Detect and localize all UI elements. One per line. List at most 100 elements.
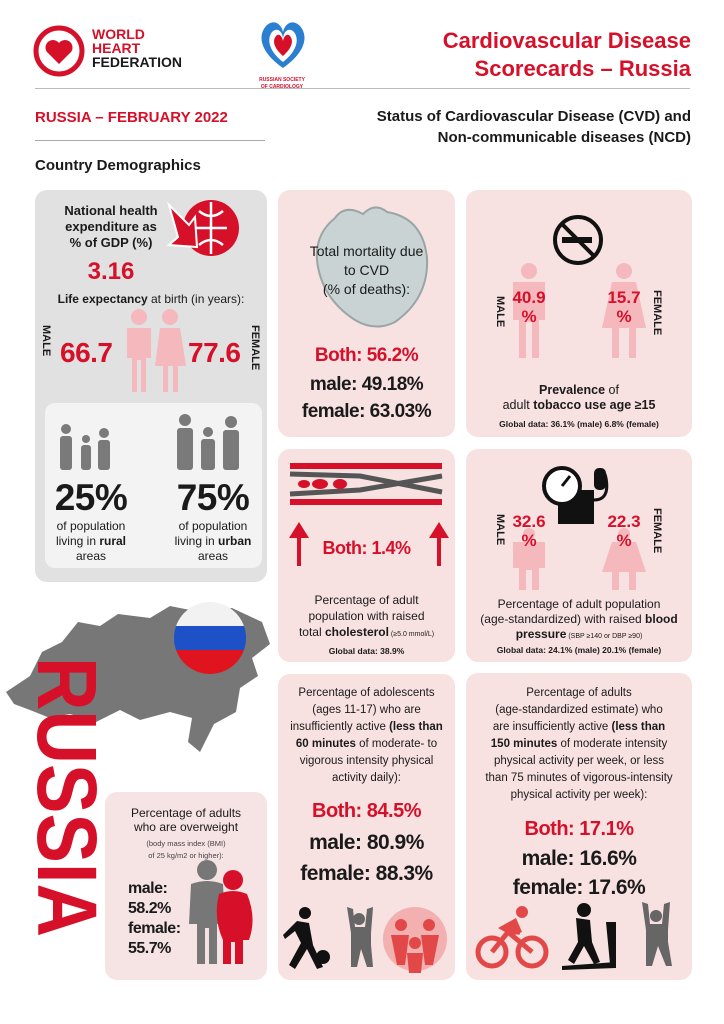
people — [177, 414, 239, 470]
label-line: Percentage of adults — [526, 687, 632, 699]
adult-label: Percentage of adults (age-standardized e… — [466, 685, 692, 804]
label-line: 60 minutes of moderate- to — [278, 736, 455, 753]
logo-heart — [45, 40, 73, 64]
label-line: 150 minutes of moderate intensity — [466, 736, 692, 753]
male-life-expectancy: 66.7 — [60, 337, 113, 368]
people — [60, 424, 110, 470]
heart — [315, 206, 429, 328]
adult-icons — [475, 902, 672, 970]
status-heading: Status of Cardiovascular Disease (CVD) a… — [377, 106, 691, 148]
female-figure — [602, 263, 646, 358]
society-line: RUSSIAN SOCIETY — [259, 77, 305, 83]
adolescent-icons — [283, 907, 447, 973]
tobacco-global: Global data: 36.1% (male) 6.8% (female) — [499, 419, 659, 429]
label-text: (age-standardized) with raised — [480, 612, 646, 626]
label-bold: Life expectancy — [57, 292, 148, 306]
tobacco-female: 15.7% — [598, 288, 650, 326]
basketball-player — [283, 907, 330, 969]
unit: % — [616, 531, 632, 550]
group-figure — [383, 907, 447, 973]
urban-value: 75% — [176, 477, 250, 518]
logo-ring — [33, 25, 85, 77]
heart-icon — [315, 206, 429, 328]
label-line: Total mortality due — [309, 243, 424, 259]
male-label: MALE — [494, 514, 506, 546]
label-text: insufficiently active — [290, 721, 390, 733]
label-line: physical activity per week): — [510, 789, 648, 801]
note-line: (body mass index (BMI) — [146, 839, 226, 848]
rural-people-icon — [60, 424, 110, 470]
life-expectancy-label: Life expectancy at birth (in years): — [35, 292, 267, 306]
label-text: of — [605, 383, 619, 397]
artery-icon — [289, 463, 443, 505]
female-label: FEMALE — [651, 290, 663, 336]
ring — [553, 215, 603, 265]
label-line: (ages 11-17) who are — [312, 704, 421, 716]
adolescent-female: female: 88.3% — [300, 862, 433, 885]
text-part: living in — [55, 534, 100, 548]
down-arrow — [166, 201, 199, 249]
flag-icon — [174, 602, 246, 674]
no-smoking-icon — [553, 215, 603, 265]
label-line: total cholesterol (≥5.0 mmol/L) — [278, 624, 455, 643]
flag — [174, 602, 246, 674]
expenditure-value: 3.16 — [87, 258, 135, 285]
plaque — [289, 471, 443, 497]
cholesterol-label: Percentage of adult population with rais… — [278, 592, 455, 643]
expenditure-icon — [166, 200, 239, 256]
needle — [560, 475, 572, 487]
male-label: MALE — [40, 325, 52, 357]
label-line: Percentage of adult population — [497, 597, 661, 611]
value: 40.9 — [512, 288, 546, 307]
page-title: Cardiovascular Disease Scorecards – Russ… — [443, 27, 691, 83]
adult-female: female: 17.6% — [512, 876, 646, 899]
urban-people-icon — [177, 414, 239, 470]
female-figure — [602, 528, 646, 590]
label-line: (% of deaths): — [322, 281, 411, 297]
label-bold: (less than — [611, 721, 666, 733]
status-line: Status of Cardiovascular Disease (CVD) a… — [376, 108, 691, 125]
male-figure — [513, 263, 545, 358]
label-text: at birth (in years): — [147, 292, 245, 306]
label-line: adult tobacco use age ≥15 — [466, 398, 692, 413]
body — [513, 542, 545, 590]
overweight-note: (body mass index (BMI) of 25 kg/m2 or hi… — [105, 838, 267, 862]
rural-value: 25% — [54, 477, 128, 518]
whf-logo — [33, 25, 85, 77]
label-line: insufficiently active (less than — [278, 719, 455, 736]
label-line: (age-standardized estimate) who — [495, 704, 663, 716]
female-label: FEMALE — [651, 508, 663, 554]
head — [131, 309, 147, 325]
label-line: to CVD — [343, 262, 390, 278]
adult-both: Both: 17.1% — [524, 818, 634, 840]
org-line: WORLD — [92, 26, 145, 42]
rural-text: of population living in rural areas — [45, 519, 137, 564]
label-text: total — [298, 625, 325, 639]
label-text: of moderate- to — [355, 738, 438, 750]
unit: % — [521, 531, 537, 550]
label-line: vigorous intensity physical — [299, 755, 434, 767]
male-figure — [513, 528, 545, 590]
couple-icon — [127, 309, 186, 392]
cvd-label: Total mortality due to CVD (% of deaths)… — [278, 242, 455, 299]
label-note: (SBP ≥140 or DBP ≥90) — [566, 633, 643, 640]
text-bold: urban — [218, 534, 252, 548]
body — [602, 282, 646, 358]
blood-cells — [298, 479, 347, 489]
org-line: HEART — [92, 40, 141, 56]
head — [521, 263, 537, 279]
adult-male: male: 16.6% — [521, 847, 637, 870]
society-logo — [261, 22, 305, 68]
label-line: are insufficiently active (less than — [466, 719, 692, 736]
text-line: of population — [178, 519, 248, 533]
section-heading: Country Demographics — [35, 157, 201, 174]
cvd-male: male: 49.18% — [309, 374, 424, 395]
head — [523, 528, 535, 540]
bp-male: 32.6% — [503, 512, 555, 550]
adolescent-label: Percentage of adolescents (ages 11-17) w… — [278, 685, 455, 787]
unit: % — [521, 307, 537, 326]
label-line: physical activity per week, or less — [493, 755, 664, 767]
body-female — [216, 891, 253, 964]
artery-wall — [290, 463, 442, 505]
body-male — [189, 881, 225, 964]
